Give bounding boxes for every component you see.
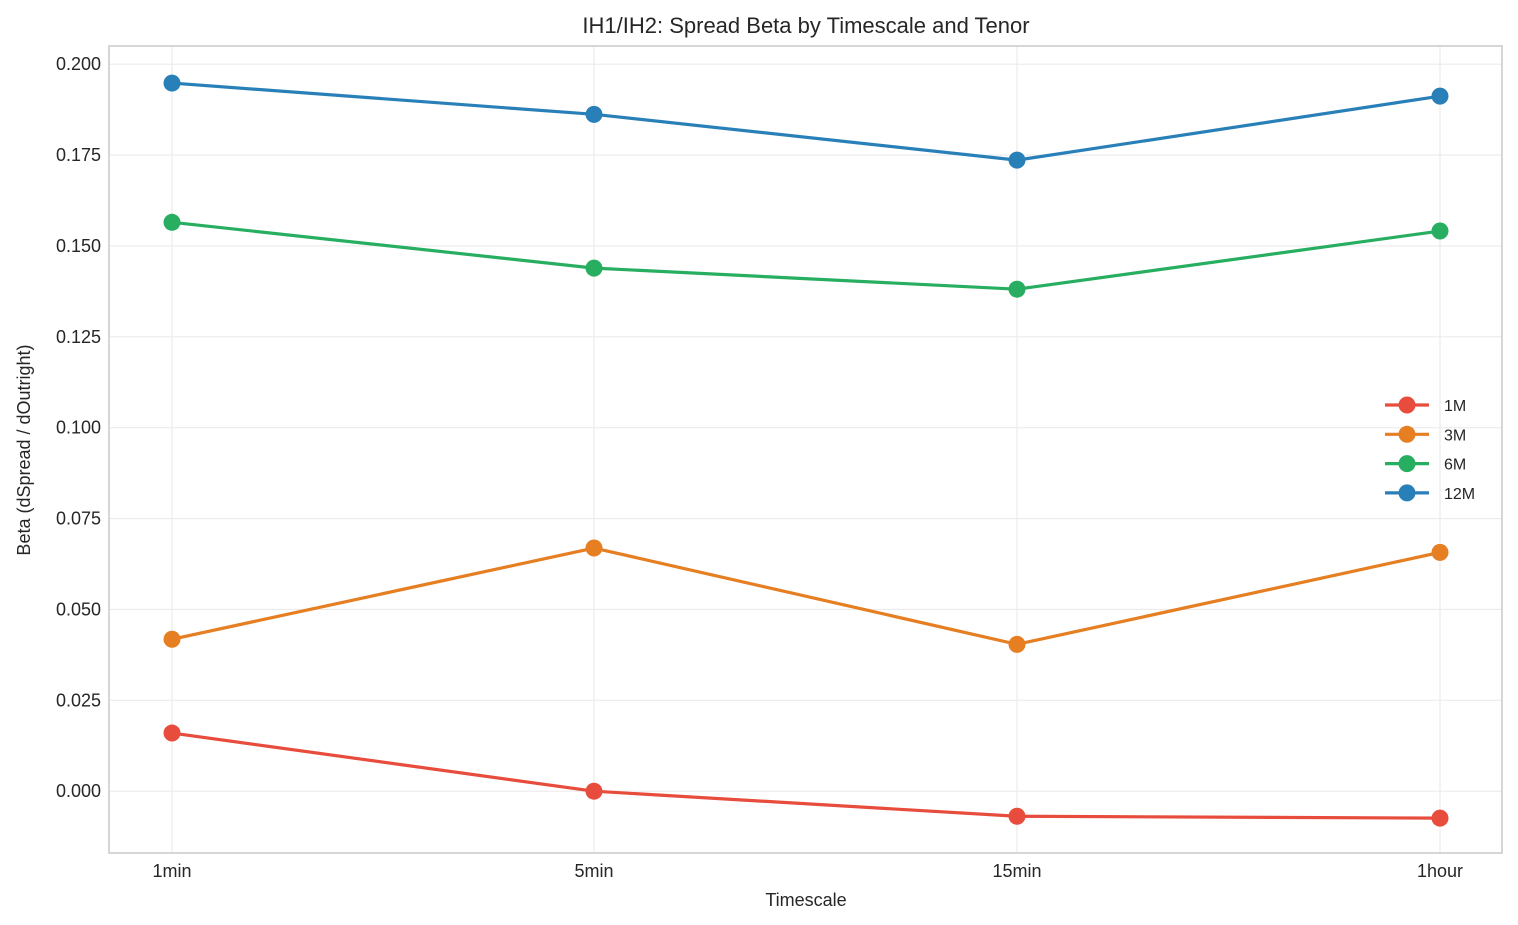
data-point-marker bbox=[1008, 280, 1026, 298]
y-tick-label: 0.000 bbox=[56, 781, 101, 801]
y-tick-label: 0.150 bbox=[56, 236, 101, 256]
y-tick-label: 0.050 bbox=[56, 599, 101, 619]
y-tick-label: 0.125 bbox=[56, 327, 101, 347]
legend-item-12m: 12M bbox=[1385, 484, 1475, 503]
legend-label: 12M bbox=[1444, 486, 1475, 503]
grid bbox=[109, 46, 1502, 853]
legend-label: 1M bbox=[1444, 398, 1466, 415]
y-tick-label: 0.200 bbox=[56, 54, 101, 74]
legend-item-1m: 1M bbox=[1385, 396, 1466, 415]
x-axis-label: Timescale bbox=[765, 890, 846, 910]
series-line bbox=[171, 220, 1441, 291]
y-tick-label: 0.025 bbox=[56, 690, 101, 710]
legend-label: 3M bbox=[1444, 427, 1466, 444]
series-12m bbox=[163, 74, 1449, 169]
data-point-marker bbox=[585, 105, 603, 123]
data-point-marker bbox=[585, 782, 603, 800]
data-point-marker bbox=[1431, 809, 1449, 827]
data-point-marker bbox=[585, 259, 603, 277]
legend-marker-icon bbox=[1398, 484, 1416, 502]
data-point-marker bbox=[163, 74, 181, 92]
series-6m bbox=[163, 213, 1449, 298]
y-tick-label: 0.100 bbox=[56, 418, 101, 438]
series-line bbox=[171, 546, 1441, 646]
y-axis-label: Beta (dSpread / dOutright) bbox=[14, 344, 34, 555]
series-3m bbox=[163, 539, 1449, 653]
series-1m bbox=[163, 724, 1449, 827]
data-point-marker bbox=[585, 539, 603, 557]
series-line bbox=[171, 81, 1441, 162]
data-point-marker bbox=[163, 724, 181, 742]
data-point-marker bbox=[1008, 151, 1026, 169]
series-lines bbox=[163, 74, 1449, 827]
data-point-marker bbox=[1431, 222, 1449, 240]
x-tick-label: 5min bbox=[574, 861, 613, 881]
data-point-marker bbox=[1431, 87, 1449, 105]
x-tick-label: 15min bbox=[992, 861, 1041, 881]
legend-item-3m: 3M bbox=[1385, 425, 1466, 444]
x-tick-label: 1hour bbox=[1417, 861, 1463, 881]
legend: 1M 3M 6M 12M bbox=[1385, 396, 1475, 503]
data-point-marker bbox=[1431, 543, 1449, 561]
data-point-marker bbox=[1008, 635, 1026, 653]
x-tick-label: 1min bbox=[152, 861, 191, 881]
plot-frame bbox=[108, 45, 1503, 854]
data-point-marker bbox=[1008, 807, 1026, 825]
chart-title: IH1/IH2: Spread Beta by Timescale and Te… bbox=[582, 13, 1029, 38]
data-point-marker bbox=[163, 630, 181, 648]
y-tick-label: 0.175 bbox=[56, 145, 101, 165]
y-axis-ticks: 0.000 0.025 0.050 0.075 0.100 0.125 0.150 0.175… bbox=[56, 54, 101, 801]
legend-label: 6M bbox=[1444, 457, 1466, 474]
legend-marker-icon bbox=[1398, 396, 1416, 414]
legend-item-6m: 6M bbox=[1385, 455, 1466, 474]
x-axis-ticks: 1min 5min 15min 1hour bbox=[152, 861, 1463, 881]
legend-marker-icon bbox=[1398, 455, 1416, 473]
series-line bbox=[171, 731, 1441, 820]
data-point-marker bbox=[163, 213, 181, 231]
y-tick-label: 0.075 bbox=[56, 509, 101, 529]
legend-marker-icon bbox=[1398, 425, 1416, 443]
